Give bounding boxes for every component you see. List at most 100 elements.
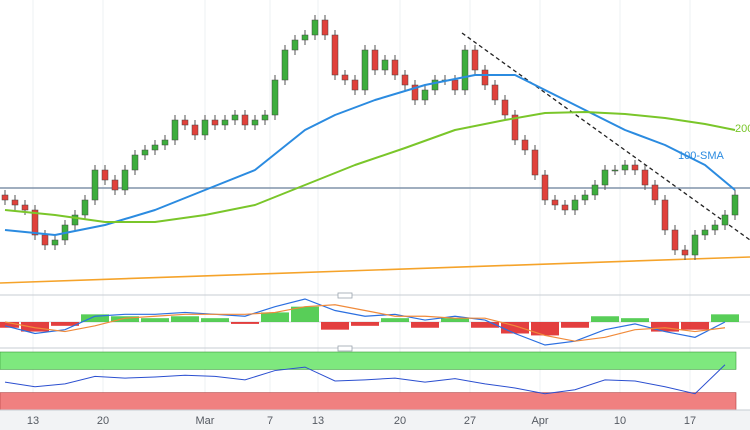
macd-histogram-bar [291, 306, 319, 322]
reference-line [461, 32, 750, 241]
candle-body [591, 184, 599, 196]
candle-body [41, 234, 49, 246]
candle-body [421, 89, 429, 101]
candle-body [111, 179, 119, 191]
candle-body [621, 164, 629, 171]
rsi-line [4, 364, 726, 395]
candle-body [461, 49, 469, 91]
x-tick-label: 13 [312, 415, 324, 427]
macd-histogram-bar [141, 318, 169, 322]
candle-body [571, 199, 579, 211]
candle-body [601, 169, 609, 186]
candle-body [351, 79, 359, 91]
x-tick-label: 27 [464, 415, 476, 427]
candle-body [481, 69, 489, 86]
candle-body [701, 229, 709, 236]
candle-body [651, 184, 659, 201]
candle-body [671, 229, 679, 251]
candle-body [721, 214, 729, 226]
candle-body [361, 49, 369, 91]
candle-body [51, 239, 59, 246]
candle-body [511, 114, 519, 141]
candle-body [291, 39, 299, 51]
candle-body [471, 49, 479, 71]
macd-histogram-bar [531, 322, 559, 336]
candle-body [531, 149, 539, 176]
overlay-label: 200 [735, 123, 750, 135]
candle-body [641, 169, 649, 186]
macd-histogram-bar [21, 322, 49, 332]
macd-histogram-bar [351, 322, 379, 326]
candle-body [91, 169, 99, 201]
candle-body [191, 124, 199, 136]
candle-body [501, 99, 509, 116]
panel-grip [337, 292, 353, 299]
grip[interactable] [337, 292, 353, 299]
candle-body [661, 199, 669, 231]
macd-histogram-bar [171, 316, 199, 322]
candle-body [171, 119, 179, 141]
signal-line [4, 304, 726, 342]
candle-body [11, 199, 19, 206]
macd-histogram-bar [381, 318, 409, 322]
candle-body [101, 169, 109, 181]
candle-body [21, 204, 29, 211]
candle-body [141, 149, 149, 156]
x-tick-label: 10 [614, 415, 626, 427]
overlay-label: 100-SMA [678, 150, 725, 162]
x-axis-band [0, 410, 750, 430]
x-tick-label: Mar [196, 415, 215, 427]
macd-line [4, 298, 726, 346]
macd-histogram-bar [591, 316, 619, 322]
candle-body [251, 119, 259, 126]
candle-body [711, 224, 719, 231]
candle-body [151, 144, 159, 151]
macd-histogram-bar [621, 318, 649, 322]
candle-body [201, 119, 209, 136]
candle-body [261, 114, 269, 121]
macd-histogram-bar [321, 322, 349, 330]
x-tick-label: Apr [531, 415, 548, 427]
candle-body [371, 49, 379, 71]
x-tick-label: 20 [394, 415, 406, 427]
x-tick-label: 17 [684, 415, 696, 427]
candle-body [521, 139, 529, 151]
candle-body [431, 79, 439, 91]
candle-body [71, 214, 79, 226]
macd-histogram-bar [261, 312, 289, 322]
grid-layer [32, 0, 691, 410]
moving-average [4, 111, 736, 223]
candle-body [451, 79, 459, 91]
candle-body [381, 59, 389, 71]
grip[interactable] [337, 345, 353, 352]
candle-body [121, 169, 129, 191]
candle-body [181, 119, 189, 126]
macd-histogram-bar [501, 322, 529, 334]
candle-body [691, 234, 699, 256]
candle-body [271, 79, 279, 116]
rsiBands-layer [0, 351, 737, 411]
candle-body [301, 34, 309, 41]
candle-body [731, 194, 739, 216]
candle-body [561, 204, 569, 211]
moving-average [4, 74, 736, 236]
candle-body [401, 74, 409, 86]
labels-layer: 13 20 Mar 7 13 20 27 Apr 10 17 100-SMA 200 [27, 123, 750, 427]
candle-body [1, 194, 9, 201]
candle-body [491, 84, 499, 101]
candle-body [541, 174, 549, 201]
rsi-lower-band [0, 392, 737, 411]
candle-body [311, 19, 319, 36]
candle-body [391, 59, 399, 76]
macd-histogram-bar [201, 318, 229, 322]
candle-body [411, 84, 419, 101]
macd-histogram-bar [561, 322, 589, 328]
macd-histogram-bar [111, 316, 139, 322]
macd-histogram-bar [441, 318, 469, 322]
candle-body [281, 49, 289, 81]
candle-body [321, 19, 329, 36]
reference-line [0, 256, 750, 284]
candle-body [681, 249, 689, 256]
